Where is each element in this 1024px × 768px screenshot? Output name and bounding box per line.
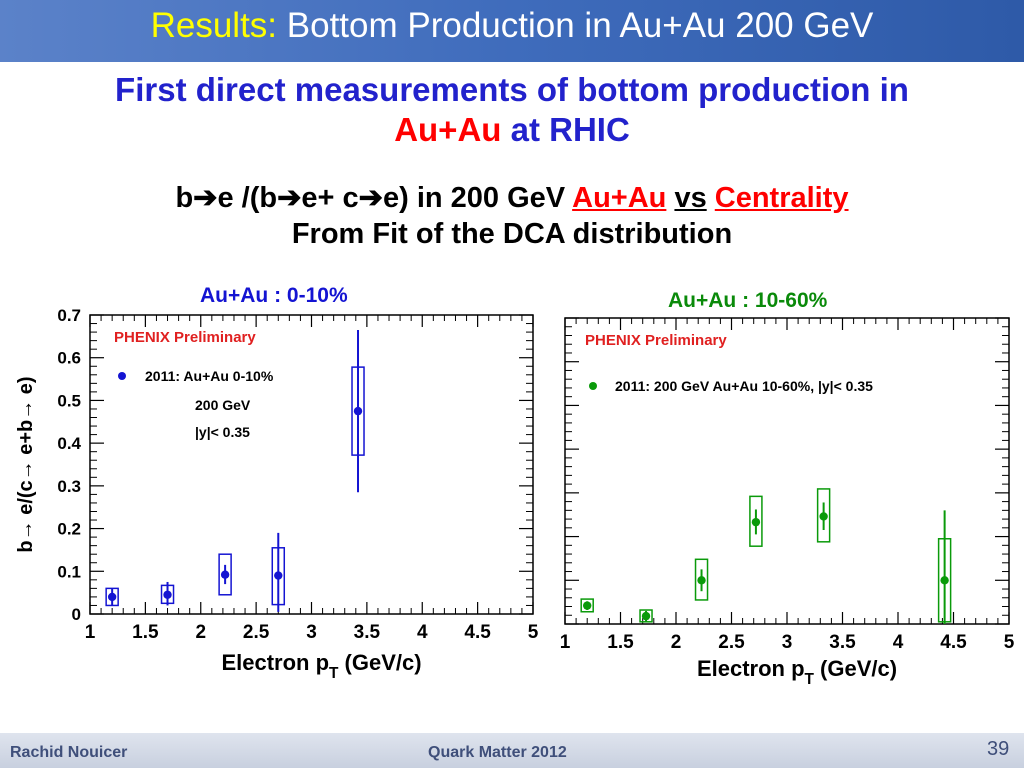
x-tick-label: 4.5 [940,632,967,653]
footer-conference: Quark Matter 2012 [428,744,567,761]
sys-error-box [580,598,594,613]
data-point [220,570,230,579]
sys-error-box [218,553,232,596]
arrow-icon: ➔ [358,182,383,214]
legend-label: 2011: Au+Au 0-10% [145,368,274,384]
y-tick-label: 0.6 [57,349,81,368]
preliminary-stamp: PHENIX Preliminary [114,329,256,346]
x-tick-label: 1 [560,632,571,653]
data-point [274,571,283,580]
x-axis-label: Electron pT (GeV/c) [697,656,897,688]
x-tick-label: 4 [893,632,904,653]
x-tick-label: 4 [417,622,428,643]
y-axis-label: b→ e/(c→ e+b→ e) [15,376,37,552]
footer-bar [0,733,1024,768]
sys-error-box [816,488,831,543]
sub-text-vs: vs [674,182,707,214]
subheading-line1: b➔e /(b➔e+ c➔e) in 200 GeV Au+Au vs Cent… [0,180,1024,216]
x-tick-label: 3 [306,622,317,643]
x-tick-label: 2 [195,622,206,643]
legend-marker [118,372,126,380]
sub-text-centrality: Centrality [714,182,849,214]
data-point [641,611,651,621]
charts-canvas: 1 1.5 2 2.5 3 3.5 4 4.5 5 0 0.1 0.2 0.3 0.4 0.5 0.6 0.7 E… [15,306,1015,688]
page-number: 39 [987,738,1010,760]
data-point [353,406,363,416]
slide-title: Results: Bottom Production in Au+Au 200 … [0,6,1024,46]
sub-text-e-over-b: e /(b [217,182,278,214]
data-point [819,512,828,521]
legend-marker [589,382,597,390]
x-tick-label: 3.5 [354,622,381,643]
y-tick-label: 0.5 [57,391,81,410]
y-tick-label: 0.1 [57,562,81,581]
headline-red-text: Au+Au [394,111,502,148]
sub-text-energy: e) in 200 GeV [382,182,566,214]
data-point [107,592,117,602]
data-point [697,576,706,585]
data-point [583,601,592,610]
arrow-icon: ➔ [277,182,302,214]
x-tick-label: 5 [528,622,539,643]
x-tick-label: 2.5 [718,632,745,653]
panel-title-peripheral: Au+Au : 10-60% [668,289,828,312]
x-tick-label: 1.5 [607,632,634,653]
footer-author: Rachid Nouicer [10,744,128,761]
sys-error-box [749,495,763,547]
sub-text-auau: Au+Au [572,182,667,214]
headline: First direct measurements of bottom prod… [0,70,1024,150]
headline-line2: Au+Au at RHIC [0,110,1024,150]
subheading: b➔e /(b➔e+ c➔e) in 200 GeV Au+Au vs Cent… [0,180,1024,252]
x-tick-label: 1.5 [132,622,159,643]
headline-rest-text: at RHIC [510,111,630,148]
plot-frame [89,314,534,615]
data-point [940,576,949,585]
x-axis-label: Electron pT (GeV/c) [221,650,421,682]
panel-title-central: Au+Au : 0-10% [200,284,348,307]
title-prefix: Results: [150,6,278,45]
arrow-icon: ➔ [193,182,218,214]
data-point [163,590,172,599]
x-tick-label: 3.5 [829,632,856,653]
title-main: Bottom Production in Au+Au 200 GeV [286,6,874,45]
sys-error-box [694,558,709,601]
legend-line3: |y|< 0.35 [195,424,250,440]
x-tick-label: 4.5 [464,622,491,643]
plot-frame [564,317,1010,625]
sub-text-b: b [175,182,194,214]
data-point [751,517,761,527]
x-tick-label: 2.5 [243,622,270,643]
x-tick-label: 3 [782,632,793,653]
legend-line2: 200 GeV [195,397,251,413]
y-tick-label: 0.2 [57,520,81,539]
x-tick-label: 2 [671,632,682,653]
legend-label: 2011: 200 GeV Au+Au 10-60%, |y|< 0.35 [615,378,873,394]
x-tick-label: 5 [1004,632,1015,653]
y-tick-label: 0.3 [57,477,81,496]
headline-line1: First direct measurements of bottom prod… [115,71,909,108]
title-bar [0,0,1024,62]
chart-peripheral: 1 1.5 2 2.5 3 3.5 4 4.5 5 Electron pT (GeV/c) PHEN… [560,317,1015,688]
x-tick-label: 1 [85,622,96,643]
y-tick-label: 0.4 [57,434,81,453]
preliminary-stamp: PHENIX Preliminary [585,332,727,349]
sub-text-e-plus-c: e+ c [301,182,359,214]
y-tick-label: 0.7 [57,306,81,325]
y-tick-label: 0 [72,605,81,624]
subheading-line2: From Fit of the DCA distribution [291,218,733,250]
chart-central: 1 1.5 2 2.5 3 3.5 4 4.5 5 0 0.1 0.2 0.3 0.4 0.5 0.6 0.7 E… [15,306,539,682]
